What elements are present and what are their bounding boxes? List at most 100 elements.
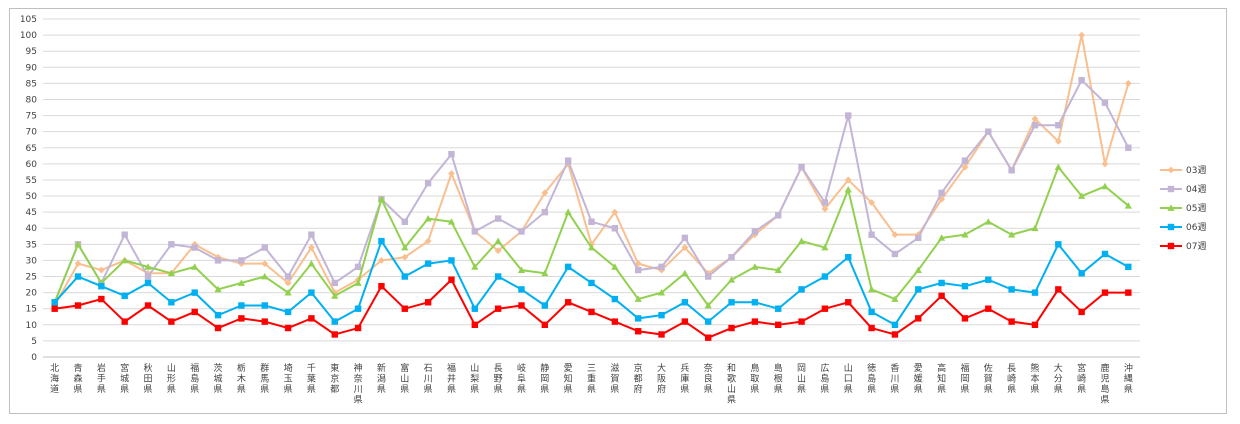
y-tick-label: 95: [26, 47, 37, 57]
legend-label: 05週: [1186, 203, 1206, 214]
y-tick-label: 60: [26, 160, 38, 170]
data-point: [868, 231, 875, 238]
x-tick-label: 県: [424, 384, 433, 395]
x-tick-label: 青: [74, 362, 83, 374]
x-tick-label: 島: [1100, 383, 1109, 395]
x-tick-label: 福: [447, 362, 456, 374]
x-tick-label: 知: [564, 373, 573, 385]
x-tick-label: 知: [937, 373, 946, 385]
x-tick-label: 県: [494, 384, 503, 395]
data-point: [961, 315, 969, 322]
data-point: [657, 289, 666, 296]
x-tick-label: 鳥: [750, 362, 759, 374]
data-point: [121, 231, 128, 238]
data-point: [961, 163, 969, 171]
data-point: [728, 254, 735, 261]
x-tick-label: 奈: [704, 362, 713, 374]
x-tick-label: 岡: [797, 363, 806, 374]
data-point: [167, 269, 175, 277]
x-tick-label: 県: [354, 395, 363, 406]
x-tick-label: 県: [587, 384, 596, 395]
x-tick-label: 海: [50, 373, 59, 385]
data-point: [541, 269, 549, 277]
data-point: [938, 292, 945, 300]
x-tick-label: 県: [1100, 395, 1109, 406]
x-tick-label: 岐: [517, 362, 526, 374]
y-tick-label: 65: [26, 144, 37, 154]
x-tick-label: 群: [260, 362, 269, 374]
x-tick-label: 京: [634, 362, 643, 374]
data-point: [798, 318, 805, 325]
data-point: [494, 215, 502, 222]
data-point: [308, 315, 315, 322]
x-tick-label: 県: [914, 384, 923, 395]
data-point: [1101, 160, 1109, 168]
x-tick-label: 福: [960, 362, 969, 374]
data-point: [681, 269, 689, 277]
data-point: [1031, 224, 1039, 232]
data-point: [728, 324, 735, 332]
x-tick-label: 長: [494, 363, 503, 374]
legend-marker: [1167, 185, 1175, 193]
x-tick-label: 県: [727, 395, 736, 406]
data-point: [704, 301, 712, 309]
x-tick-label: 県: [1007, 384, 1016, 395]
x-tick-label: 県: [680, 384, 689, 395]
y-tick-label: 90: [26, 63, 38, 73]
x-tick-label: 県: [144, 384, 153, 395]
data-point: [705, 318, 712, 325]
x-tick-label: 石: [424, 364, 433, 374]
data-point: [354, 305, 362, 312]
data-point: [448, 257, 455, 264]
data-point: [238, 315, 245, 322]
data-point: [144, 302, 152, 309]
x-tick-label: 県: [517, 384, 526, 395]
data-point: [1125, 263, 1132, 271]
x-tick-label: 栃: [237, 362, 246, 374]
data-point: [331, 318, 338, 325]
data-point: [705, 334, 712, 341]
x-tick-label: 木: [237, 373, 246, 385]
y-tick-label: 0: [31, 353, 37, 363]
y-tick-label: 105: [20, 15, 37, 25]
data-point: [168, 299, 175, 306]
x-tick-label: 県: [704, 384, 713, 395]
x-tick-label: 崎: [1007, 373, 1016, 385]
x-tick-label: 府: [657, 383, 666, 395]
data-point: [121, 256, 129, 264]
data-point: [354, 324, 362, 332]
data-point: [74, 260, 82, 268]
x-tick-label: 県: [284, 384, 293, 395]
x-tick-label: 本: [1030, 373, 1039, 385]
y-tick-label: 5: [31, 337, 37, 347]
data-point: [891, 331, 899, 338]
x-tick-label: 香: [890, 363, 899, 374]
data-point: [471, 305, 478, 312]
x-tick-label: 井: [447, 373, 456, 385]
data-point: [611, 225, 619, 232]
x-tick-label: 県: [890, 384, 899, 395]
x-tick-label: 岡: [960, 374, 969, 385]
data-point: [447, 218, 456, 225]
data-point: [845, 254, 852, 261]
data-point: [424, 179, 432, 187]
data-point: [891, 250, 899, 258]
data-point: [448, 151, 455, 158]
data-point: [705, 273, 712, 280]
x-tick-label: 川: [354, 385, 363, 395]
data-point: [424, 237, 432, 245]
x-tick-label: 京: [330, 373, 339, 385]
legend-label: 07週: [1186, 241, 1206, 252]
x-tick-label: 大: [1054, 362, 1063, 374]
data-point: [284, 289, 292, 296]
legend-marker: [1167, 223, 1175, 231]
data-point: [588, 279, 595, 287]
x-tick-label: 庫: [680, 373, 689, 385]
data-point: [494, 237, 502, 244]
data-point: [611, 263, 619, 270]
data-point: [564, 157, 572, 164]
data-point: [821, 305, 829, 312]
data-point: [121, 318, 128, 325]
data-point: [938, 234, 946, 241]
data-point: [1008, 231, 1016, 238]
